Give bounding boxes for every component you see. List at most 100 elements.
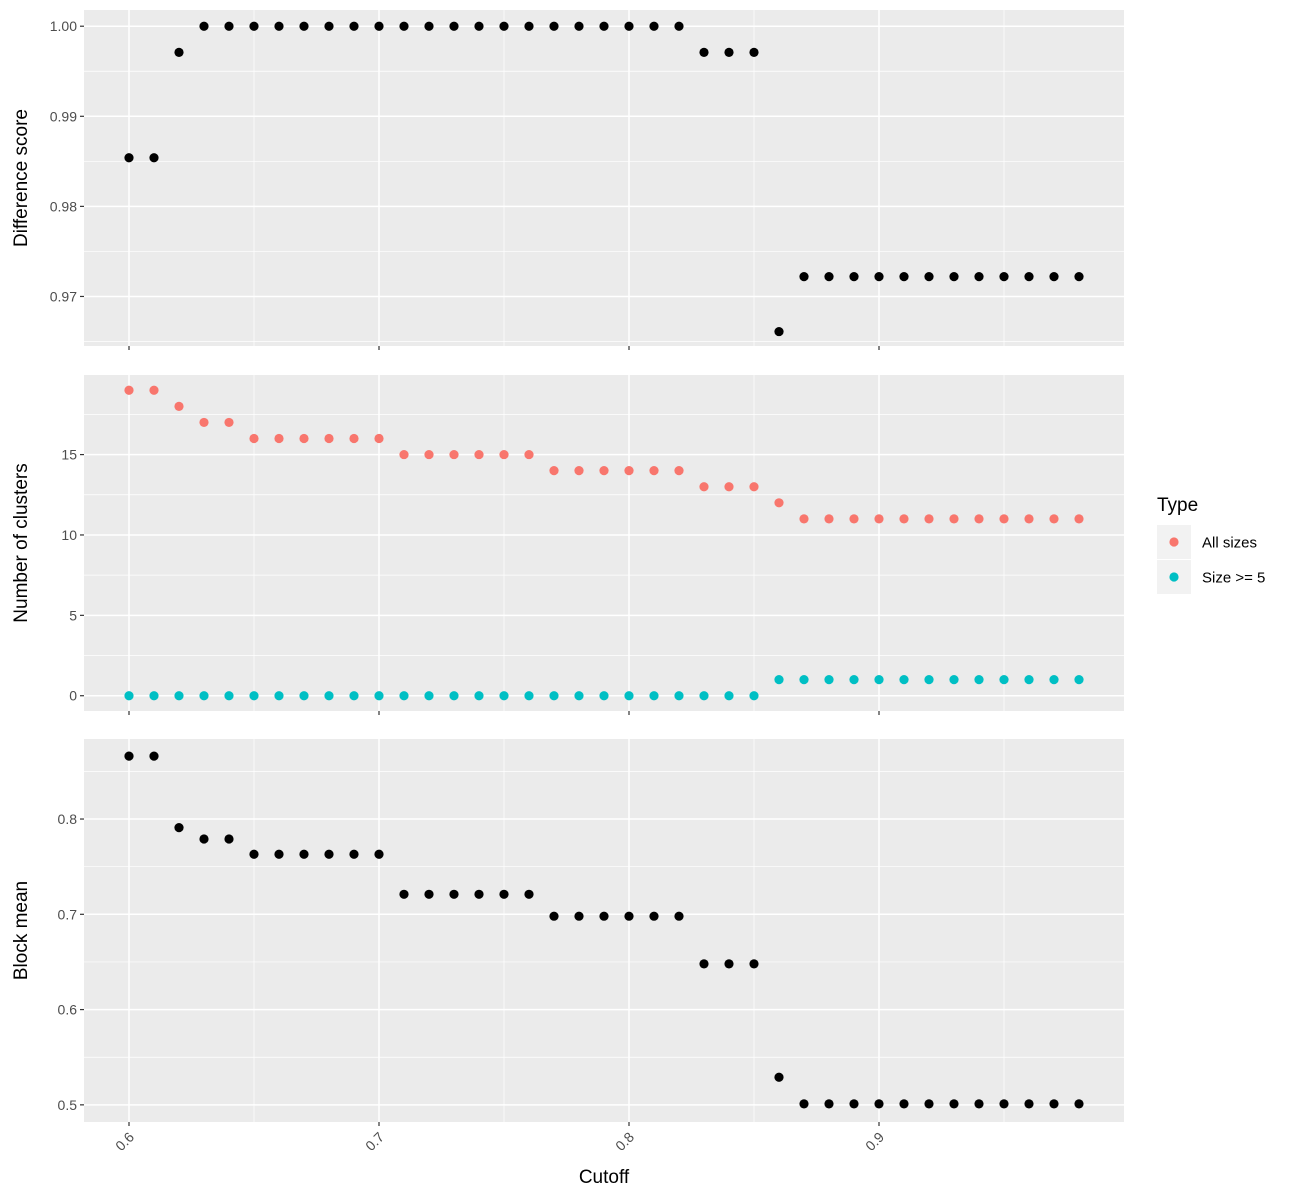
data-point bbox=[124, 153, 134, 163]
data-point bbox=[1024, 272, 1034, 282]
data-point bbox=[674, 691, 684, 701]
data-point bbox=[874, 514, 884, 524]
data-point bbox=[249, 21, 259, 31]
data-point bbox=[849, 272, 859, 282]
data-point bbox=[599, 691, 609, 701]
y-axis-title: Number of clusters bbox=[11, 463, 32, 622]
y-tick-label: 1.00 bbox=[50, 18, 77, 34]
data-point bbox=[899, 675, 909, 685]
data-point bbox=[699, 482, 709, 492]
data-point bbox=[499, 691, 509, 701]
data-point bbox=[574, 691, 584, 701]
data-point bbox=[599, 911, 609, 921]
data-point bbox=[174, 401, 184, 411]
data-point bbox=[949, 1099, 959, 1109]
data-point bbox=[199, 691, 209, 701]
y-axis-title: Difference score bbox=[11, 109, 32, 247]
data-point bbox=[224, 21, 234, 31]
data-point bbox=[149, 153, 159, 163]
data-point bbox=[399, 449, 409, 460]
data-point bbox=[124, 385, 134, 395]
data-point bbox=[324, 21, 334, 31]
data-point bbox=[949, 675, 959, 685]
data-point bbox=[349, 433, 359, 444]
series-1 bbox=[124, 21, 1084, 337]
data-point bbox=[824, 272, 834, 282]
data-point bbox=[299, 691, 309, 701]
panel-background bbox=[84, 739, 1124, 1122]
data-point bbox=[349, 21, 359, 31]
data-point bbox=[449, 449, 459, 460]
y-axis-title: Block mean bbox=[11, 881, 32, 980]
data-point bbox=[774, 675, 784, 685]
data-point bbox=[474, 889, 484, 899]
data-point bbox=[299, 21, 309, 31]
data-point bbox=[1024, 675, 1034, 685]
data-point bbox=[249, 691, 259, 701]
data-point bbox=[624, 466, 634, 476]
data-point bbox=[174, 691, 184, 701]
data-point bbox=[799, 1099, 809, 1109]
data-point bbox=[374, 691, 384, 701]
data-point bbox=[924, 675, 934, 685]
data-point bbox=[1074, 1099, 1084, 1109]
data-point bbox=[274, 849, 284, 859]
data-point bbox=[899, 272, 909, 282]
data-point bbox=[749, 959, 759, 969]
data-point bbox=[1049, 272, 1059, 282]
data-point bbox=[524, 889, 534, 899]
data-point bbox=[1074, 272, 1084, 282]
data-point bbox=[549, 21, 559, 31]
data-point bbox=[749, 482, 759, 492]
data-point bbox=[149, 385, 159, 395]
data-point bbox=[874, 1099, 884, 1109]
data-point bbox=[349, 849, 359, 859]
data-point bbox=[274, 21, 284, 31]
data-point bbox=[299, 849, 309, 859]
data-point bbox=[524, 449, 534, 460]
x-tick-label: 0.8 bbox=[612, 1129, 637, 1154]
data-point bbox=[1074, 675, 1084, 685]
series-1 bbox=[124, 385, 1084, 524]
panels-layer: 0.97 0.98 0.99 1.00 Difference score 0 5 10 15 Nu… bbox=[11, 10, 1124, 1154]
panel-2: 0 5 10 15 Number of clusters bbox=[11, 375, 1124, 715]
data-point bbox=[274, 433, 284, 444]
data-point bbox=[799, 272, 809, 282]
data-point bbox=[174, 47, 184, 57]
data-point bbox=[274, 691, 284, 701]
panel-3: 0.5 0.6 0.7 0.8 Block mean bbox=[11, 739, 1124, 1126]
y-tick-label: 0.99 bbox=[50, 108, 77, 124]
data-point bbox=[499, 21, 509, 31]
data-point bbox=[649, 21, 659, 31]
data-point bbox=[874, 675, 884, 685]
data-point bbox=[999, 675, 1009, 685]
data-point bbox=[949, 514, 959, 524]
data-point bbox=[974, 514, 984, 524]
y-tick-label: 0.98 bbox=[50, 198, 77, 214]
data-point bbox=[424, 691, 434, 701]
data-point bbox=[224, 834, 234, 844]
data-point bbox=[774, 326, 784, 337]
data-point bbox=[974, 675, 984, 685]
data-point bbox=[599, 466, 609, 476]
data-point bbox=[199, 834, 209, 844]
data-point bbox=[549, 911, 559, 921]
data-point bbox=[724, 691, 734, 701]
data-point bbox=[324, 433, 334, 444]
data-point bbox=[424, 449, 434, 460]
data-point bbox=[874, 272, 884, 282]
data-point bbox=[674, 21, 684, 31]
data-point bbox=[1074, 514, 1084, 524]
y-tick-label: 0 bbox=[69, 688, 77, 704]
data-point bbox=[399, 691, 409, 701]
panel-background bbox=[84, 10, 1124, 346]
legend-label: Size >= 5 bbox=[1202, 570, 1265, 587]
y-tick-label: 0.8 bbox=[58, 811, 78, 827]
y-tick-label: 0.6 bbox=[58, 1002, 78, 1018]
data-point bbox=[224, 691, 234, 701]
data-point bbox=[774, 498, 784, 508]
data-point bbox=[824, 514, 834, 524]
data-point bbox=[449, 21, 459, 31]
data-point bbox=[924, 272, 934, 282]
series-1 bbox=[124, 751, 1084, 1109]
